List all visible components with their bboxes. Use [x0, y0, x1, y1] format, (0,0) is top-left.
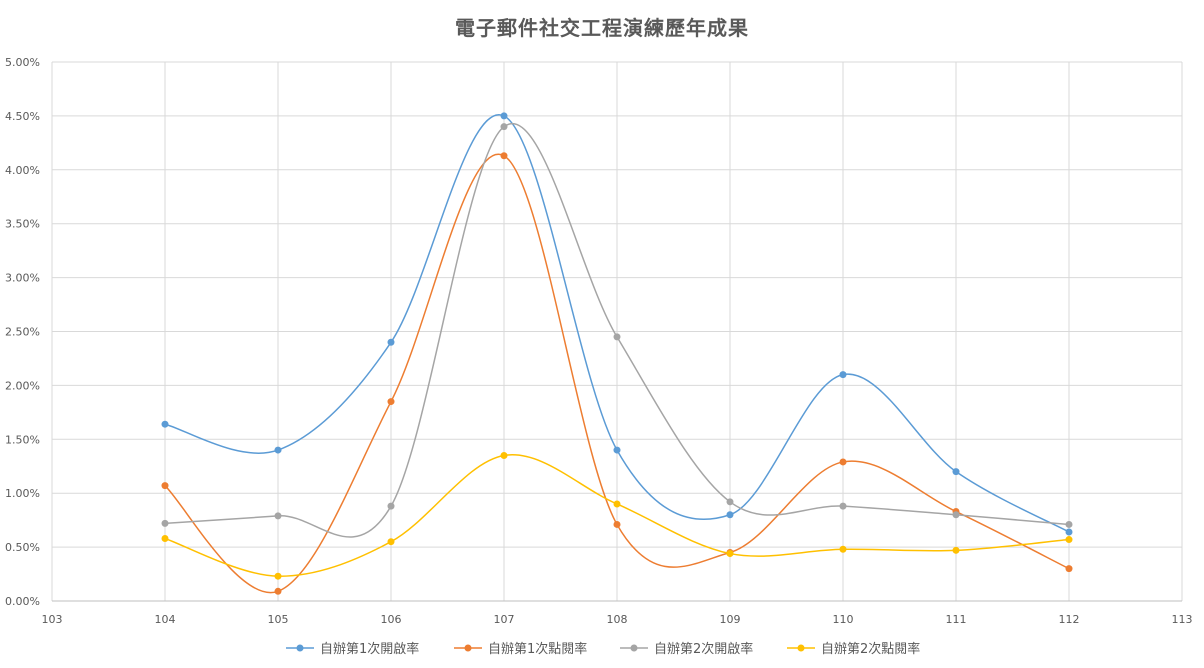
legend-item-1: 自辦第1次開啟率	[286, 641, 419, 657]
legend: 自辦第1次開啟率 自辦第1次點閱率 自辦第2次開啟率 自辦第2次點閱率	[286, 641, 920, 657]
data-point-series-3	[500, 123, 508, 131]
data-point-series-1	[726, 511, 734, 519]
data-point-series-2	[387, 398, 395, 406]
data-point-series-2	[1065, 565, 1073, 573]
data-point-series-3	[839, 502, 847, 510]
data-point-series-2	[613, 520, 621, 528]
data-point-series-3	[613, 333, 621, 341]
x-tick-label: 110	[833, 613, 854, 626]
data-point-series-4	[1065, 536, 1073, 544]
legend-label: 自辦第2次開啟率	[654, 641, 753, 657]
x-tick-label: 112	[1059, 613, 1080, 626]
x-tick-label: 104	[155, 613, 176, 626]
y-tick-label: 2.50%	[5, 326, 40, 339]
series-line-2	[164, 153, 1070, 594]
x-tick-label: 107	[494, 613, 515, 626]
x-tick-label: 106	[381, 613, 402, 626]
data-point-series-3	[161, 519, 169, 527]
x-tick-label: 108	[607, 613, 628, 626]
y-tick-label: 3.50%	[5, 218, 40, 231]
data-point-series-3	[952, 511, 960, 519]
axes: 0.00% 0.50% 1.00% 1.50% 2.00% 2.50% 3.00% 3.50%…	[5, 56, 1192, 626]
legend-marker	[464, 644, 472, 652]
data-point-series-2	[274, 587, 282, 595]
y-tick-label: 0.00%	[5, 595, 40, 608]
y-tick-label: 3.00%	[5, 272, 40, 285]
data-point-series-3	[1065, 520, 1073, 528]
series-line-1	[164, 114, 1070, 533]
data-point-series-4	[274, 572, 282, 580]
data-point-series-2	[161, 482, 169, 490]
series-line-4	[164, 454, 1070, 577]
series-lines	[161, 112, 1073, 595]
y-tick-label: 1.50%	[5, 433, 40, 446]
data-point-series-1	[952, 468, 960, 476]
data-point-series-4	[500, 451, 508, 459]
legend-item-3: 自辦第2次開啟率	[620, 641, 753, 657]
series-line-3	[164, 123, 1070, 538]
x-tick-label: 113	[1172, 613, 1193, 626]
x-tick-label: 103	[42, 613, 63, 626]
data-point-series-1	[613, 446, 621, 454]
data-point-series-4	[839, 545, 847, 553]
data-point-series-1	[274, 446, 282, 454]
legend-item-2: 自辦第1次點閱率	[454, 641, 587, 657]
data-point-series-4	[952, 546, 960, 554]
y-tick-label: 5.00%	[5, 56, 40, 69]
chart-title: 電子郵件社交工程演練歷年成果	[455, 16, 749, 40]
legend-label: 自辦第1次點閱率	[488, 641, 587, 657]
data-point-series-3	[274, 512, 282, 520]
y-tick-label: 4.00%	[5, 164, 40, 177]
x-tick-label: 109	[720, 613, 741, 626]
legend-marker	[296, 644, 304, 652]
data-point-series-1	[161, 420, 169, 428]
legend-label: 自辦第2次點閱率	[821, 641, 920, 657]
data-point-series-1	[387, 338, 395, 346]
data-point-series-4	[387, 538, 395, 546]
legend-item-4: 自辦第2次點閱率	[787, 641, 920, 657]
legend-label: 自辦第1次開啟率	[320, 641, 419, 657]
data-point-series-3	[387, 502, 395, 510]
y-tick-label: 1.00%	[5, 487, 40, 500]
x-tick-label: 105	[268, 613, 289, 626]
y-tick-label: 4.50%	[5, 110, 40, 123]
data-point-series-2	[500, 152, 508, 160]
legend-marker	[797, 644, 805, 652]
y-tick-label: 2.00%	[5, 379, 40, 392]
data-point-series-2	[839, 458, 847, 466]
data-point-series-1	[500, 112, 508, 120]
data-point-series-1	[839, 371, 847, 379]
data-point-series-3	[726, 498, 734, 506]
legend-marker	[630, 644, 638, 652]
data-point-series-4	[726, 550, 734, 558]
data-point-series-4	[161, 534, 169, 542]
data-point-series-4	[613, 500, 621, 508]
y-tick-label: 0.50%	[5, 541, 40, 554]
x-tick-label: 111	[946, 613, 967, 626]
data-point-series-1	[1065, 528, 1073, 536]
